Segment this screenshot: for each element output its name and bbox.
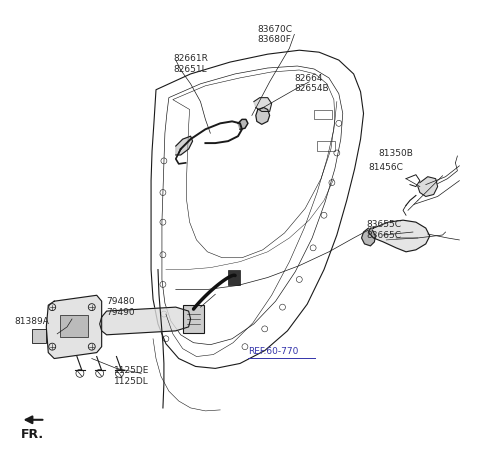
Bar <box>317 141 335 151</box>
Bar <box>33 329 46 343</box>
Text: 82661R
82651L: 82661R 82651L <box>174 54 209 74</box>
Bar <box>228 270 240 285</box>
Bar <box>183 305 204 333</box>
Bar <box>60 315 88 337</box>
Text: 1125DE
1125DL: 1125DE 1125DL <box>113 367 149 386</box>
Polygon shape <box>254 98 272 111</box>
Polygon shape <box>176 136 192 155</box>
Text: 79480
79490: 79480 79490 <box>107 297 135 317</box>
Text: REF.60-770: REF.60-770 <box>248 347 298 356</box>
Text: 81350B: 81350B <box>378 149 413 158</box>
Text: 81389A: 81389A <box>15 317 49 326</box>
Polygon shape <box>361 228 375 246</box>
Polygon shape <box>100 307 191 335</box>
Polygon shape <box>256 108 270 125</box>
Text: 83655C
83665C: 83655C 83665C <box>367 220 401 240</box>
Text: 82664
82654B: 82664 82654B <box>294 74 329 94</box>
Polygon shape <box>238 119 248 129</box>
Text: 83670C
83680F: 83670C 83680F <box>258 24 293 44</box>
Bar <box>314 110 332 119</box>
Text: FR.: FR. <box>21 428 44 441</box>
Polygon shape <box>369 220 430 252</box>
Text: 81456C: 81456C <box>369 163 403 172</box>
Polygon shape <box>46 295 102 359</box>
Polygon shape <box>418 177 438 196</box>
